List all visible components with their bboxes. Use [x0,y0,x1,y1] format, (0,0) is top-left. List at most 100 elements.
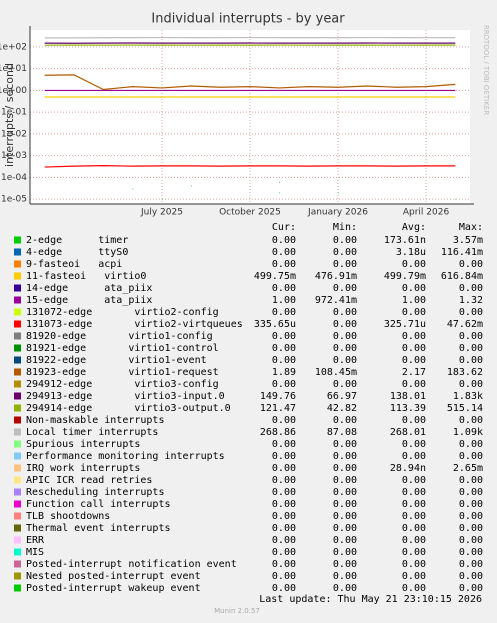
legend-cur: 0.00 [272,463,296,474]
legend-max: 1.09k [453,427,483,438]
legend-min: 0.00 [333,415,357,426]
legend-cur: 0.00 [272,415,296,426]
legend-cur: 0.00 [272,475,296,486]
legend-name: Local timer interrupts [26,427,158,438]
legend-name: 4-edge ttyS0 [26,247,128,258]
legend-max: 0.00 [459,451,483,462]
legend-avg: 0.00 [402,307,426,318]
legend-max: 0.00 [459,523,483,534]
legend-name: Function call interrupts [26,499,171,510]
legend-avg: 28.94n [390,463,426,474]
legend-swatch [14,524,21,532]
legend-avg: 2.17 [402,367,426,378]
legend-cur: 1.00 [272,295,296,306]
legend-cur: 0.00 [272,523,296,534]
legend-avg: 0.00 [402,523,426,534]
legend-avg: 0.00 [402,487,426,498]
legend-swatch [14,476,21,484]
legend-max: 616.84m [441,271,483,282]
legend-min: 0.00 [333,343,357,354]
legend-min: 0.00 [333,451,357,462]
legend-max: 0.00 [459,487,483,498]
legend-avg: 113.39 [390,403,426,414]
legend-cur: 0.00 [272,511,296,522]
legend-name: IRQ work interrupts [26,463,140,474]
legend-name: 81920-edge virtio1-config [26,331,213,342]
legend-min: 0.00 [333,547,357,558]
legend-name: Nested posted-interrupt event [26,571,201,582]
legend-cur: 0.00 [272,283,296,294]
legend-avg: 0.00 [402,547,426,558]
series-line [162,192,456,200]
legend-max: 0.00 [459,415,483,426]
legend-swatch [14,452,21,460]
y-tick-label: 1e-02 [1,129,27,139]
legend-avg: 0.00 [402,259,426,270]
legend-max: 0.00 [459,547,483,558]
y-tick-label: 1e+02 [0,42,27,52]
legend-cur: 0.00 [272,547,296,558]
legend-name: 81923-edge virtio1-request [26,367,219,378]
legend-swatch [14,332,21,340]
legend-avg: 0.00 [402,499,426,510]
legend-name: 294913-edge virtio3-input.0 [26,391,225,402]
legend-min: 0.00 [333,463,357,474]
x-tick-label: April 2026 [403,208,450,218]
legend-avg: 0.00 [402,535,426,546]
legend-max: 515.14 [447,403,483,414]
legend-avg: 499.79m [384,271,426,282]
legend-max: 47.62m [447,319,483,330]
legend-min: 476.91m [315,271,357,282]
legend-cur: 268.86 [260,427,296,438]
legend-avg: 0.00 [402,559,426,570]
legend-name: Posted-interrupt notification event [26,559,237,570]
legend-cur: 0.00 [272,451,296,462]
legend-swatch [14,440,21,448]
legend-cur: 149.76 [260,391,296,402]
legend-avg: 325.71u [384,319,426,330]
legend-avg: 0.00 [402,283,426,294]
legend-min: 972.41m [315,295,357,306]
legend-name: 294914-edge virtio3-output.0 [26,403,231,414]
legend-max: 0.00 [459,439,483,450]
legend-min: 0.00 [333,535,357,546]
legend-max: 3.57m [453,235,483,246]
legend-max: 0.00 [459,571,483,582]
column-header: Avg: [402,222,426,233]
legend-cur: 0.00 [272,439,296,450]
legend-swatch [14,260,21,268]
legend-max: 0.00 [459,307,483,318]
y-tick-label: 1e+00 [0,86,27,96]
legend-cur: 0.00 [272,571,296,582]
legend-avg: 0.00 [402,331,426,342]
legend-max: 0.00 [459,259,483,270]
legend-avg: 0.00 [402,343,426,354]
legend-avg: 268.01 [390,427,426,438]
legend-cur: 0.00 [272,307,296,318]
legend-max: 0.00 [459,535,483,546]
legend-max: 116.41m [441,247,483,258]
legend-avg: 173.61n [384,235,426,246]
legend-max: 0.00 [459,475,483,486]
legend-name: MIS [26,547,44,558]
legend-name: 14-edge ata_piix [26,283,152,294]
legend-max: 0.00 [459,355,483,366]
legend-name: Thermal event interrupts [26,523,171,534]
legend-name: Rescheduling interrupts [26,487,164,498]
legend-min: 0.00 [333,523,357,534]
legend-max: 0.00 [459,283,483,294]
legend-swatch [14,344,21,352]
legend-min: 42.82 [327,403,357,414]
legend-min: 0.00 [333,247,357,258]
legend-min: 0.00 [333,499,357,510]
legend-cur: 0.00 [272,559,296,570]
x-tick-label: July 2025 [140,208,183,218]
legend-cur: 0.00 [272,247,296,258]
legend-cur: 0.00 [272,499,296,510]
y-tick-label: 1e-05 [1,195,27,205]
legend-cur: 0.00 [272,379,296,390]
legend-avg: 0.00 [402,379,426,390]
y-tick-label: 1e-04 [1,173,27,183]
